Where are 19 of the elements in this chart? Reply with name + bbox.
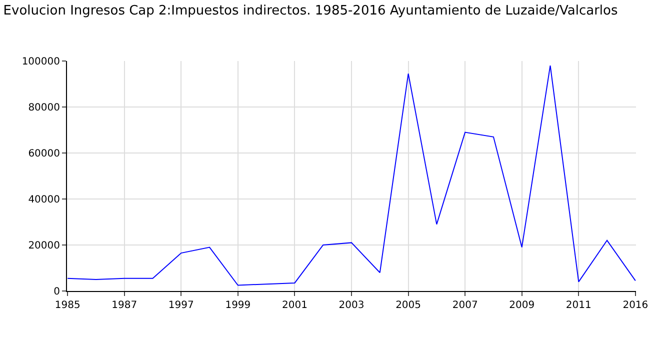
chart-title: Evolucion Ingresos Cap 2:Impuestos indirectos. 1985-2016 Ayuntamiento de Luzaide/Valcarlos (3, 3, 618, 18)
x-tick-label: 1997 (168, 300, 194, 311)
y-tick-label: 40000 (28, 194, 60, 206)
x-tick-label: 2011 (566, 300, 592, 311)
y-tick-label: 0 (54, 286, 60, 298)
y-tick-label: 100000 (22, 56, 60, 68)
x-tick-label: 1987 (112, 300, 138, 311)
x-tick-label: 2007 (452, 300, 478, 311)
x-tick-label: 1999 (225, 300, 251, 311)
x-tick-label: 2016 (622, 300, 648, 311)
x-tick-label: 2001 (282, 300, 308, 311)
line-series (67, 65, 636, 286)
x-tick-label: 2003 (338, 300, 364, 311)
y-tick-label: 60000 (28, 148, 60, 160)
x-tick-label: 2009 (509, 300, 535, 311)
x-tick-label: 2005 (396, 300, 422, 311)
x-tick-label: 1985 (54, 300, 80, 311)
y-tick-label: 20000 (28, 240, 60, 252)
y-tick-label: 80000 (28, 102, 60, 114)
